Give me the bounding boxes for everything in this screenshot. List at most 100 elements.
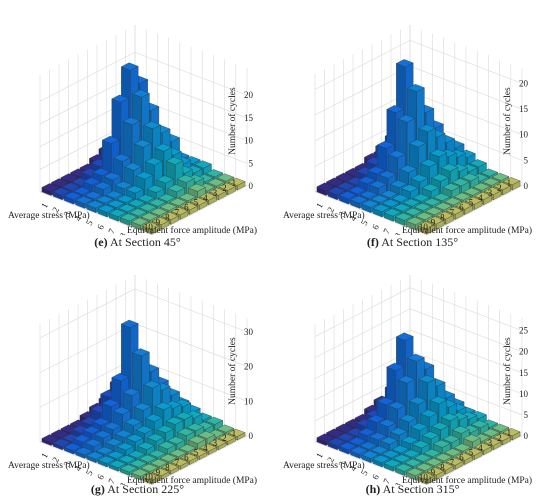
x-tick-label: 2 [497, 433, 502, 443]
x-tick-label: 8 [165, 462, 170, 472]
bar-face-top [502, 177, 521, 186]
bar-face-top [167, 184, 186, 193]
bar-face-top [103, 422, 122, 430]
bar-face-top [483, 437, 502, 446]
gridline [134, 323, 248, 367]
caption-letter: (h) [365, 482, 381, 496]
x-tick-label: 10 [144, 472, 154, 482]
bar-face-top [380, 436, 399, 445]
bar-face-top [41, 183, 60, 192]
bar-face-top [453, 443, 472, 452]
bar-face-top [406, 467, 424, 476]
panel-h: 12345678910123456789100510152025Number o… [275, 250, 550, 500]
x-tick-label: 7 [450, 207, 455, 217]
y-tick-label: 3 [336, 209, 347, 218]
bar-face-top [338, 442, 357, 451]
bar-face-top [350, 195, 368, 204]
bar-face-top [116, 194, 135, 203]
x-axis-label: Average stress (MPa) [8, 210, 90, 221]
bar-face-top [376, 140, 395, 149]
y-tick-label: 7 [106, 227, 117, 235]
z-tick-label: 20 [244, 90, 254, 100]
bar-face-top [383, 208, 402, 217]
bar-face-top [470, 420, 489, 429]
bar-face-top [381, 199, 400, 208]
x-tick-label: 6 [184, 453, 189, 463]
bar-face-top [169, 449, 187, 457]
bar-face-top [407, 353, 425, 362]
bar-face-top [114, 181, 133, 190]
bar-face-top [207, 178, 225, 187]
bar-face-top [421, 183, 440, 192]
x-tick-label: 3 [213, 188, 218, 198]
bar-face-top [118, 204, 136, 212]
bar-face-top [391, 194, 410, 203]
y-tick-label: 6 [95, 472, 106, 481]
bar-face-top [101, 135, 120, 144]
bar-face-top [167, 436, 186, 445]
bar-face-top [127, 199, 146, 208]
z-tick-label: 10 [244, 396, 254, 406]
z-tick-label: 10 [244, 136, 254, 146]
bar-face-top [157, 441, 176, 450]
bar-face-top [194, 160, 212, 169]
x-tick-label: 1 [507, 178, 512, 188]
bar-face-top [97, 455, 116, 464]
gridline [409, 350, 523, 395]
caption-g: (g) At Section 225° [0, 482, 275, 497]
bar-face-top [150, 207, 168, 216]
z-axis-label: Number of cycles [502, 337, 513, 405]
bar-face-top [144, 157, 163, 166]
y-tick-label: 5 [359, 218, 370, 227]
gridline [314, 308, 411, 358]
bar-face-top [463, 187, 481, 196]
gridline [409, 308, 523, 352]
caption-text: At Section 225° [107, 482, 185, 496]
gridline [409, 65, 523, 110]
bar-face-top [423, 448, 442, 457]
gridline [314, 287, 411, 337]
x-tick-label: 9 [431, 467, 436, 477]
bar-face-top [491, 172, 510, 181]
bar [417, 221, 436, 235]
bar-face-top [434, 202, 453, 211]
bar-face-top [127, 450, 146, 459]
y-tick-label: 5 [84, 218, 95, 227]
panel-e: 123456789101234567891005101520Number of … [0, 0, 275, 250]
bar-face-top [419, 159, 438, 167]
bar-face-top [418, 375, 437, 383]
bar-face-top [151, 217, 170, 225]
bar-face-top [227, 177, 246, 186]
x-tick-label: 5 [469, 198, 474, 208]
bar-face-top [419, 409, 438, 418]
y-tick-label: 2 [50, 205, 61, 214]
bar-face-top [216, 173, 235, 182]
x-tick-label: 5 [194, 448, 199, 458]
bar-face-top [388, 150, 406, 159]
bar3d-chart-g: 12345678910123456789100102030Number of c… [8, 275, 257, 485]
bar-face-top [359, 441, 378, 450]
bar-face-top [436, 211, 455, 220]
bar-face-top [84, 438, 103, 447]
y-tick-label: 3 [61, 459, 72, 468]
bar-face-top [386, 105, 405, 114]
bars [316, 59, 521, 235]
bar-face-top [132, 348, 150, 357]
bar-face-top [60, 173, 79, 182]
bar [142, 221, 161, 235]
x-tick-label: 2 [497, 183, 502, 193]
bar-face-top [95, 195, 114, 204]
bar-face-top [148, 198, 167, 207]
bar-face-top [124, 162, 143, 171]
bar-face-top [84, 191, 103, 200]
bar-face-top [445, 206, 464, 215]
labels: 12345678910123456789100102030Number of c… [8, 327, 257, 485]
gridline [314, 65, 411, 116]
bar-face-top [426, 216, 445, 225]
bar-face-top [388, 401, 406, 410]
bar-face-top [372, 204, 391, 212]
x-tick-label: 7 [450, 457, 455, 467]
bar-face-top [133, 402, 152, 411]
z-tick-label: 5 [524, 410, 529, 420]
gridline [314, 350, 411, 401]
